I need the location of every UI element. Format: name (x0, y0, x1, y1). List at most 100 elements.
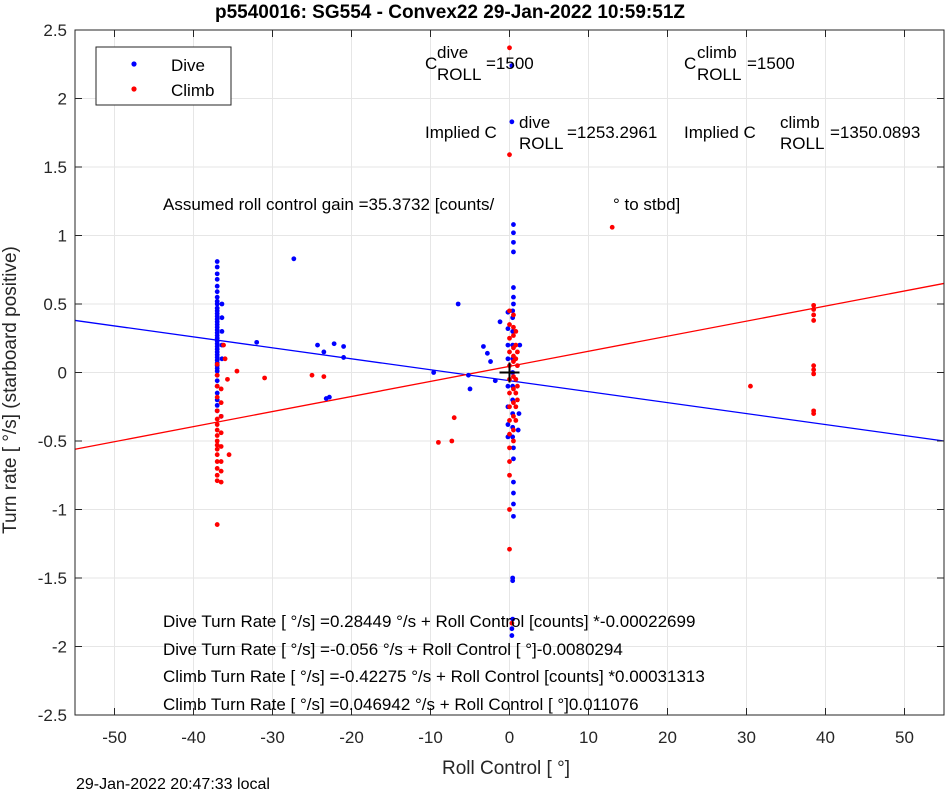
climb-point (515, 383, 520, 389)
climb-point (811, 367, 817, 373)
dive-point (505, 422, 511, 427)
dive-point (219, 301, 225, 307)
dive-point (488, 359, 493, 364)
dive-point (326, 394, 332, 400)
implied-c-dive-annotation: Implied C dive ROLL =1253.2961 (425, 113, 657, 153)
climb-point (234, 368, 240, 374)
dive-point (341, 344, 346, 349)
dive-point (466, 372, 471, 378)
climb-point (507, 445, 512, 451)
climb-point (214, 433, 220, 438)
dive-point (516, 411, 522, 416)
dive-point (214, 259, 220, 264)
climb-point (214, 394, 220, 400)
dive-point (484, 350, 490, 356)
dive-point (511, 479, 516, 485)
x-tick-label: 0 (505, 728, 514, 747)
y-tick-label: 1 (58, 227, 67, 246)
climb-point (748, 383, 753, 389)
x-tick-label: -30 (260, 728, 285, 747)
climb-point (214, 416, 220, 422)
climb-point (511, 324, 516, 330)
climb-point (451, 415, 457, 421)
climb-point (214, 383, 220, 389)
climb-point (509, 620, 515, 626)
implied-climb-sub: ROLL (780, 134, 824, 153)
fit-equation-climb-counts: Climb Turn Rate [ °/s] =-0.42275 °/s + R… (163, 667, 705, 686)
climb-point (511, 400, 516, 406)
climb-point (226, 452, 232, 458)
fit-equation-climb-degrees: Climb Turn Rate [ °/s] =0.046942 °/s + R… (163, 695, 639, 714)
climb-point (214, 522, 220, 527)
y-tick-label: 0.5 (43, 295, 67, 314)
implied-dive-value: =1253.2961 (567, 123, 657, 142)
c-dive-base: C (425, 54, 437, 73)
climb-point (811, 363, 817, 369)
dive-point (331, 341, 337, 347)
climb-point (513, 342, 519, 348)
climb-point (218, 400, 224, 406)
climb-point (221, 342, 226, 348)
climb-point (513, 418, 519, 423)
dive-point (214, 378, 220, 384)
climb-point (507, 404, 512, 410)
dive-point (511, 501, 516, 507)
climb-point (214, 422, 220, 427)
implied-dive-sub: ROLL (519, 134, 563, 153)
implied-dive-sup: dive (519, 113, 550, 132)
fit-equation-dive-degrees: Dive Turn Rate [ °/s] =-0.056 °/s + Roll… (163, 640, 623, 659)
legend-box (95, 46, 232, 106)
dive-point (214, 276, 220, 282)
dive-point (509, 633, 515, 638)
climb-point (214, 472, 220, 478)
data-points (214, 45, 817, 638)
climb-point (225, 376, 230, 382)
dive-point (505, 356, 511, 362)
climb-point (507, 472, 512, 478)
dive-point (219, 329, 225, 334)
dive-point (291, 256, 297, 262)
climb-point (214, 478, 220, 484)
dive-point (511, 230, 516, 236)
dive-point (509, 119, 515, 125)
dive-point (505, 342, 511, 348)
dive-point (511, 222, 516, 227)
climb-point (218, 386, 224, 392)
dive-point (431, 370, 437, 375)
dive-point (511, 513, 516, 519)
implied-c-climb-annotation: Implied C climb ROLL =1350.0893 (684, 113, 920, 153)
climb-point (218, 459, 224, 464)
dive-point (511, 294, 516, 300)
climb-point (214, 459, 220, 464)
chart-title: p5540016: SG554 - Convex22 29-Jan-2022 1… (215, 2, 685, 23)
climb-point (811, 318, 817, 323)
y-tick-label: 0 (58, 364, 67, 383)
x-axis-ticks: -50 -40 -30 -20 -10 0 10 20 30 40 50 (102, 30, 914, 747)
dive-point (511, 301, 516, 307)
c-dive-sub: ROLL (437, 65, 481, 84)
implied-climb-sup: climb (780, 113, 820, 132)
x-tick-label: -20 (339, 728, 364, 747)
dive-point (509, 626, 515, 632)
c-roll-climb-annotation: C climb ROLL =1500 (684, 43, 795, 84)
climb-point (513, 390, 519, 396)
legend-climb-label: Climb (171, 81, 214, 100)
climb-point (515, 349, 520, 355)
dive-point (497, 319, 503, 325)
climb-point (811, 312, 817, 318)
implied-climb-base: Implied C (684, 123, 756, 142)
climb-point (811, 302, 817, 308)
dive-point (517, 342, 523, 348)
implied-climb-value: =1350.0893 (830, 123, 920, 142)
dive-point (214, 402, 220, 408)
footer-timestamp: 29-Jan-2022 20:47:33 local (76, 776, 270, 792)
climb-point (511, 438, 516, 444)
climb-point (507, 349, 512, 355)
dive-point (509, 63, 515, 69)
climb-point (507, 152, 512, 158)
climb-point (214, 427, 220, 433)
dive-point (511, 239, 516, 245)
x-tick-label: -40 (181, 728, 206, 747)
climb-point (214, 452, 220, 458)
roll-gain-annotation: Assumed roll control gain =35.3732 [coun… (163, 195, 495, 214)
